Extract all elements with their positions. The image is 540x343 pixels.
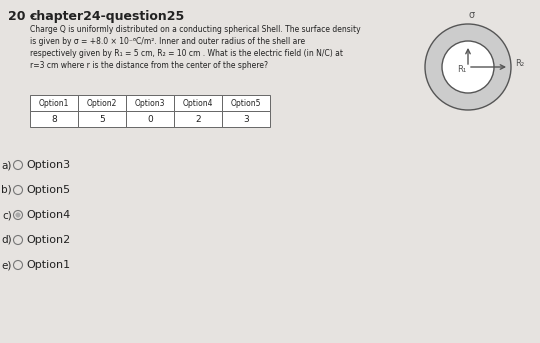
Text: r=3 cm where r is the distance from the center of the sphere?: r=3 cm where r is the distance from the … [30,61,268,70]
Text: R₂: R₂ [515,59,524,68]
Text: 20 -: 20 - [8,10,39,23]
Bar [222,111,270,127]
Text: d): d) [2,235,12,245]
Bar [174,111,222,127]
Text: Option3: Option3 [135,98,165,107]
Text: Option5: Option5 [26,185,70,195]
Text: chapter24-question25: chapter24-question25 [30,10,185,23]
Text: Option2: Option2 [87,98,117,107]
Text: Option4: Option4 [26,210,70,220]
Text: Option1: Option1 [26,260,70,270]
Bar [126,111,174,127]
Text: Option3: Option3 [26,160,70,170]
Text: 2: 2 [195,115,201,123]
Bar [78,95,126,111]
Bar [174,95,222,111]
Text: 3: 3 [243,115,249,123]
Text: respectively given by R₁ = 5 cm, R₂ = 10 cm . What is the electric field (in N/C: respectively given by R₁ = 5 cm, R₂ = 10… [30,49,343,58]
Text: Option5: Option5 [231,98,261,107]
Text: 2011: 2011 [185,270,424,343]
Text: σ: σ [469,10,475,20]
Text: Option1: Option1 [39,98,69,107]
Bar [30,111,78,127]
Bar [78,111,126,127]
Text: 5: 5 [99,115,105,123]
Bar [222,95,270,111]
Text: a): a) [2,160,12,170]
Text: R₁: R₁ [457,64,467,73]
Text: b): b) [2,185,12,195]
Text: is given by σ = +8.0 × 10⁻⁶C/m². Inner and outer radius of the shell are: is given by σ = +8.0 × 10⁻⁶C/m². Inner a… [30,37,305,46]
Text: Option2: Option2 [26,235,70,245]
Bar [30,95,78,111]
Text: 0: 0 [147,115,153,123]
Text: e): e) [2,260,12,270]
Circle shape [16,213,20,217]
Text: c): c) [2,210,12,220]
Text: Option4: Option4 [183,98,213,107]
Text: 8: 8 [51,115,57,123]
Text: Charge Q is uniformly distributed on a conducting spherical Shell. The surface d: Charge Q is uniformly distributed on a c… [30,25,361,34]
Circle shape [425,24,511,110]
Bar [126,95,174,111]
Circle shape [442,41,494,93]
